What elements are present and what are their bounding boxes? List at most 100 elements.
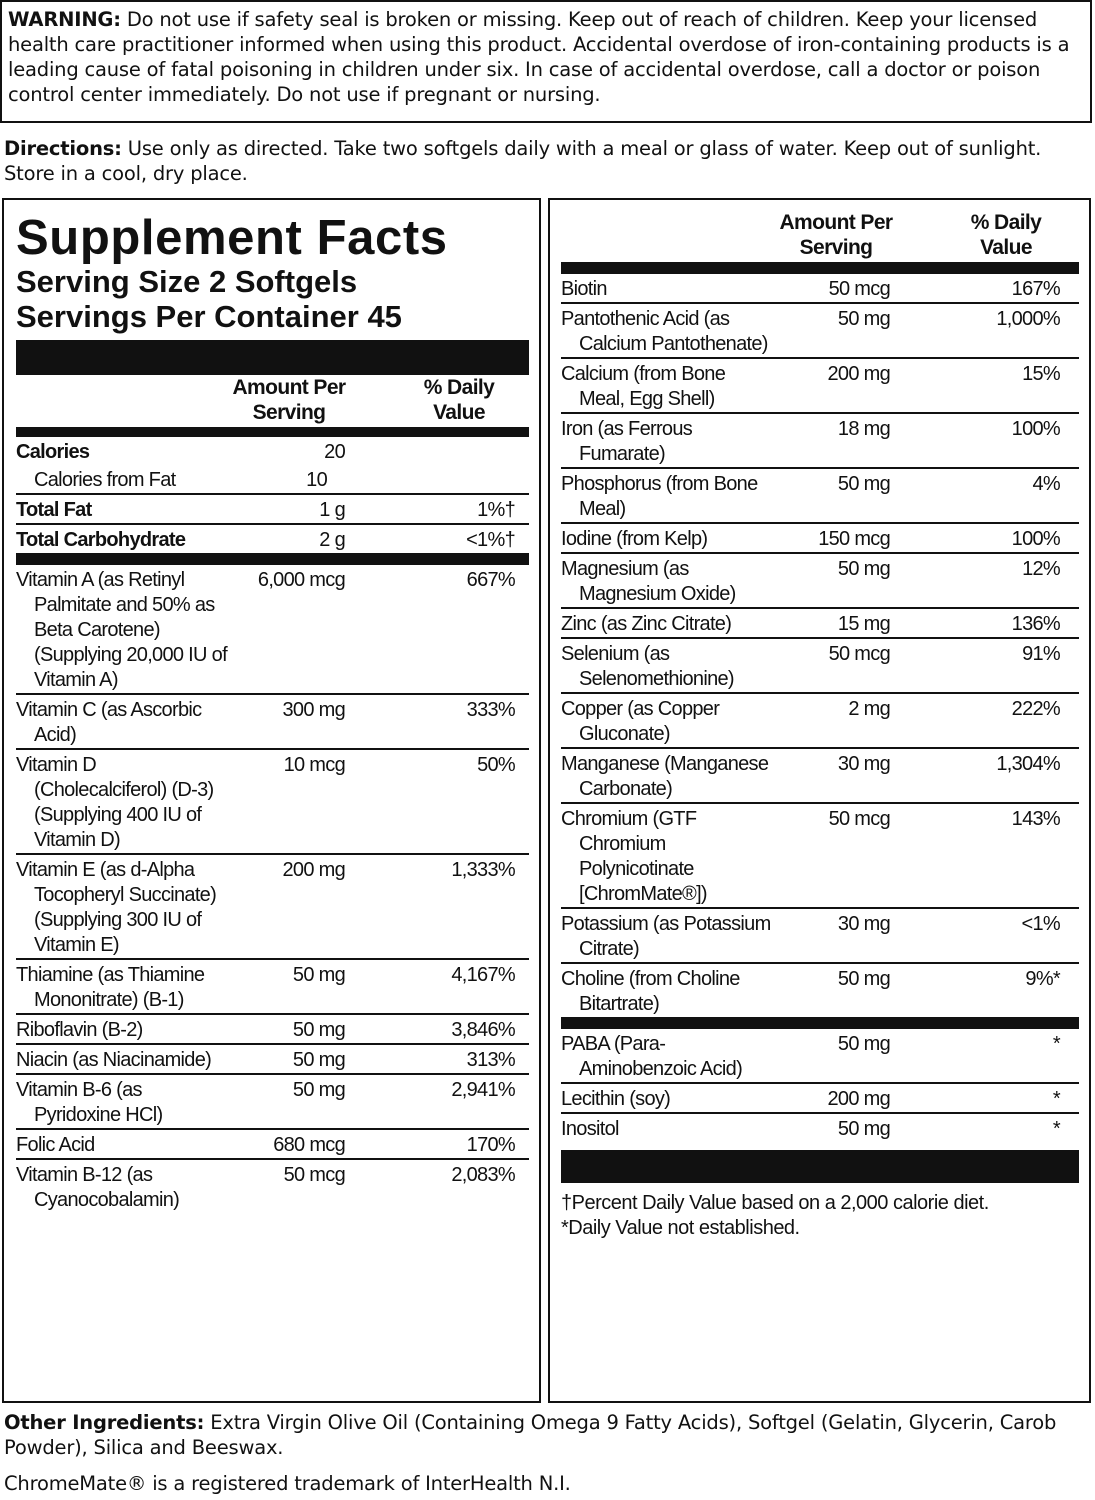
amount: 15 mg (837, 613, 891, 635)
nutrient-name: Calories (16, 441, 90, 463)
amount: 50 mg (837, 558, 891, 580)
nutrient-name: Iron (as Ferrous Fumarate) (561, 418, 693, 465)
trademark: ChromeMate® is a registered trademark of… (4, 1471, 1088, 1496)
text: Extra Virgin Olive Oil (Containing Omega… (4, 1411, 1057, 1459)
daily-value: <1% (1021, 913, 1061, 935)
black-bar (16, 340, 529, 375)
facts-section: Vitamin A (as Retinyl Palmitate and 50% … (16, 565, 529, 1213)
facts-title: Supplement Facts (16, 211, 448, 265)
facts-panel-right: Amount Per Serving % Daily Value Biotin 50 … (548, 198, 1091, 1403)
nutrient-name: Calcium (from Bone Meal, Egg Shell) (561, 363, 726, 410)
column-dv: % Daily Value (423, 376, 495, 424)
daily-value: 50% (477, 754, 516, 776)
amount: 50 mcg (828, 278, 891, 300)
fact-row: Selenium (as Selenomethionine) 50 mcg 91% (561, 639, 1079, 694)
amount: 50 mg (292, 1049, 346, 1071)
nutrient-name: Phosphorus (from Bone Meal) (561, 473, 758, 520)
daily-value: 667% (466, 569, 516, 591)
amount: 50 mg (837, 308, 891, 330)
fact-row: Copper (as Copper Gluconate) 2 mg 222% (561, 694, 1079, 749)
column-amount: Amount Per Serving (779, 211, 893, 259)
amount: 50 mcg (828, 643, 891, 665)
fact-row: Niacin (as Niacinamide) 50 mg 313% (16, 1045, 529, 1075)
column-header: Amount Per Serving % Daily Value (16, 375, 529, 427)
amount: 30 mg (837, 913, 891, 935)
nutrient-name: Choline (from Choline Bitartrate) (561, 968, 740, 1015)
daily-value: 167% (1011, 278, 1061, 300)
black-bar (561, 1150, 1079, 1183)
nutrient-name: Copper (as Copper Gluconate) (561, 698, 720, 745)
fact-row: Vitamin C (as Ascorbic Acid) 300 mg 333% (16, 695, 529, 750)
text: Do not use if safety seal is broken or m… (8, 8, 1070, 106)
fact-row: Vitamin E (as d-Alpha Tocopheryl Succina… (16, 855, 529, 960)
nutrient-name: Magnesium (as Magnesium Oxide) (561, 558, 736, 605)
fact-row: Pantothenic Acid (as Calcium Pantothenat… (561, 304, 1079, 359)
nutrient-name: Inositol (561, 1118, 619, 1140)
amount: 680 mcg (273, 1134, 346, 1156)
nutrient-name: Folic Acid (16, 1134, 95, 1156)
daily-value: 136% (1011, 613, 1061, 635)
nutrient-name: Vitamin B-12 (as Cyanocobalamin) (16, 1164, 180, 1211)
nutrient-name: Pantothenic Acid (as Calcium Pantothenat… (561, 308, 768, 355)
amount: 50 mg (292, 1019, 346, 1041)
daily-value: 170% (466, 1134, 516, 1156)
amount: 10 (306, 469, 328, 491)
daily-value: 3,846% (451, 1019, 515, 1041)
daily-value: * (1052, 1088, 1061, 1110)
fact-row: Inositol 50 mg * (561, 1114, 1079, 1142)
nutrient-name: Biotin (561, 278, 608, 300)
fact-row: Potassium (as Potassium Citrate) 30 mg <1% (561, 909, 1079, 964)
column-header: Amount Per Serving % Daily Value (561, 210, 1079, 262)
fact-row: Zinc (as Zinc Citrate) 15 mg 136% (561, 609, 1079, 639)
black-bar (16, 427, 529, 437)
nutrient-name: Iodine (from Kelp) (561, 528, 708, 550)
amount: 2 g (319, 529, 345, 551)
daily-value: 12% (1022, 558, 1061, 580)
amount: 300 mg (282, 699, 345, 721)
daily-value: 4% (1032, 473, 1060, 495)
amount: 10 mcg (283, 754, 346, 776)
fact-row: Chromium (GTF Chromium Polynicotinate [C… (561, 804, 1079, 909)
column-amount: Amount Per Serving (232, 376, 346, 424)
other-ingredients: Other Ingredients: Extra Virgin Olive Oi… (4, 1410, 1088, 1460)
fact-row: Riboflavin (B-2) 50 mg 3,846% (16, 1015, 529, 1045)
nutrient-name: Vitamin B-6 (as Pyridoxine HCl) (16, 1079, 163, 1126)
amount: 50 mg (292, 1079, 346, 1101)
amount: 1 g (319, 499, 345, 521)
nutrient-name: Total Carbohydrate (16, 529, 186, 551)
fact-row: Folic Acid 680 mcg 170% (16, 1130, 529, 1160)
fact-row: Total Carbohydrate 2 g <1%† (16, 525, 529, 553)
daily-value: 143% (1011, 808, 1061, 830)
nutrient-name: Vitamin A (as Retinyl Palmitate and 50% … (16, 569, 228, 691)
fact-row: Total Fat 1 g 1%† (16, 495, 529, 525)
amount: 50 mcg (828, 808, 891, 830)
daily-value: * (1052, 1118, 1061, 1140)
column-dv: % Daily Value (970, 211, 1042, 259)
amount: 50 mg (837, 1033, 891, 1055)
fact-row: PABA (Para-Aminobenzoic Acid) 50 mg * (561, 1029, 1079, 1084)
nutrient-name: Vitamin D (Cholecalciferol) (D-3) (Suppl… (16, 754, 214, 851)
warning-box: WARNING: Do not use if safety seal is br… (0, 0, 1092, 123)
directions: Directions: Use only as directed. Take t… (4, 136, 1088, 186)
nutrient-name: Total Fat (16, 499, 92, 521)
daily-value: 1,304% (996, 753, 1060, 775)
amount: 50 mg (292, 964, 346, 986)
amount: 150 mcg (818, 528, 891, 550)
daily-value: 1,000% (996, 308, 1060, 330)
amount: 20 (324, 441, 346, 463)
amount: 200 mg (827, 1088, 890, 1110)
amount: 50 mcg (283, 1164, 346, 1186)
nutrient-name: Selenium (as Selenomethionine) (561, 643, 735, 690)
nutrient-name: Manganese (Manganese Carbonate) (561, 753, 769, 800)
nutrient-name: Thiamine (as Thiamine Mononitrate) (B-1) (16, 964, 205, 1011)
facts-section: Calories 20 Calories from Fat 10 Total Fat 1 … (16, 437, 529, 553)
daily-value: 4,167% (451, 964, 515, 986)
fact-row: Magnesium (as Magnesium Oxide) 50 mg 12% (561, 554, 1079, 609)
footnotes: †Percent Daily Value based on a 2,000 ca… (561, 1191, 1079, 1241)
fact-row: Iron (as Ferrous Fumarate) 18 mg 100% (561, 414, 1079, 469)
fact-row: Phosphorus (from Bone Meal) 50 mg 4% (561, 469, 1079, 524)
nutrient-name: Vitamin C (as Ascorbic Acid) (16, 699, 202, 746)
facts-section: Biotin 50 mcg 167% Pantothenic Acid (as Cal… (561, 274, 1079, 1017)
label: Other Ingredients: (4, 1411, 205, 1434)
fact-row: Choline (from Choline Bitartrate) 50 mg 9%… (561, 964, 1079, 1017)
